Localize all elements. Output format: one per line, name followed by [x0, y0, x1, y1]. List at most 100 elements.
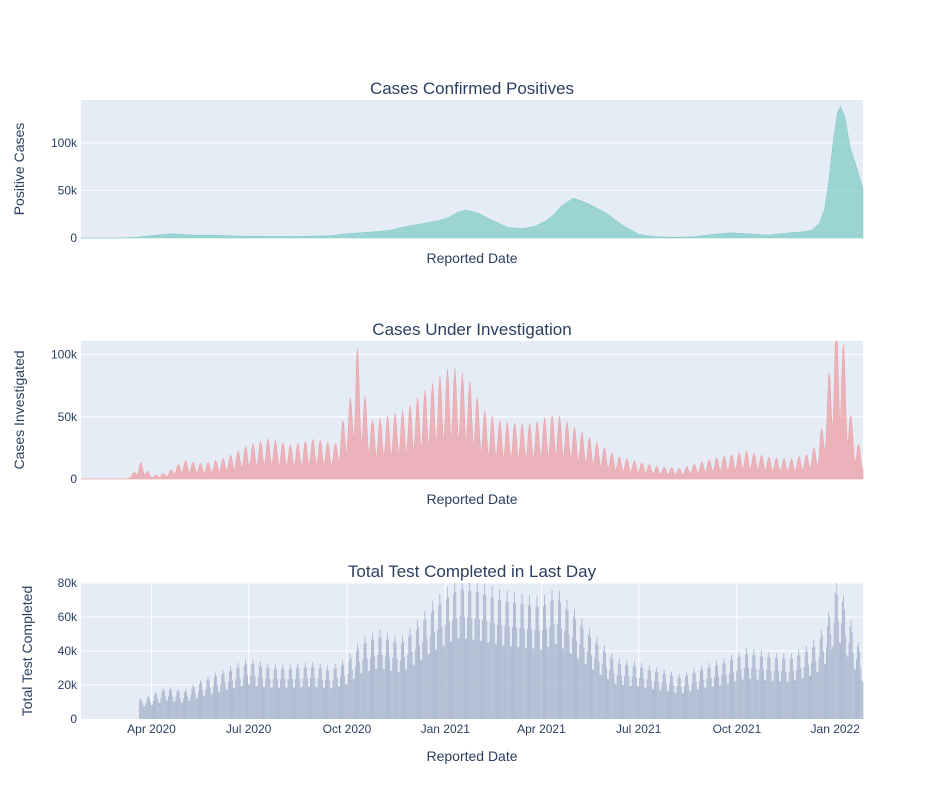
bar: [290, 668, 292, 719]
bar: [247, 675, 248, 719]
bar: [795, 680, 796, 719]
bar: [809, 675, 810, 719]
bar: [152, 704, 153, 719]
bar: [793, 670, 794, 719]
bar: [819, 639, 821, 719]
bar: [268, 668, 270, 719]
y-tick-label: 100k: [51, 136, 78, 150]
bar: [208, 679, 210, 719]
x-tick-label: Oct 2020: [323, 722, 372, 736]
bar: [801, 678, 803, 719]
bar: [626, 659, 628, 719]
bar: [715, 665, 716, 719]
bar: [677, 677, 679, 719]
chart-panel-3: 0 20k 40k 60k 80k Apr 2020 Jul 2020 Oct 2020 Jan…: [19, 562, 864, 764]
bar: [450, 642, 451, 719]
bar: [730, 660, 731, 719]
bar: [242, 676, 244, 719]
bar: [674, 692, 676, 719]
bar: [317, 678, 319, 719]
bar: [607, 678, 608, 719]
bar: [490, 597, 492, 719]
bar: [700, 670, 701, 719]
bar: [187, 696, 189, 719]
bar: [824, 664, 825, 719]
bar: [782, 658, 784, 719]
bar: [254, 676, 256, 719]
bar: [753, 649, 755, 719]
bar: [217, 685, 219, 719]
bar: [736, 670, 738, 719]
bar: [248, 684, 249, 719]
bar: [378, 637, 380, 719]
bar: [750, 678, 752, 719]
bar: [410, 634, 412, 719]
bar: [460, 589, 462, 719]
bar: [219, 691, 221, 719]
bar: [191, 688, 193, 719]
bar: [530, 605, 532, 719]
bar: [549, 626, 551, 719]
y-tick-label: 50k: [58, 410, 78, 424]
bar: [574, 608, 575, 719]
bar: [613, 673, 615, 719]
bar: [561, 628, 562, 719]
bar: [422, 642, 424, 719]
bar: [415, 629, 417, 719]
bar: [535, 606, 537, 719]
bar: [373, 639, 374, 719]
x-axis-title: Reported Date: [426, 491, 517, 507]
bar: [441, 627, 443, 719]
x-tick-label: Apr 2020: [127, 722, 176, 736]
bar: [305, 667, 307, 719]
bar: [367, 671, 369, 719]
bar: [576, 641, 577, 719]
bar: [150, 705, 152, 719]
bar: [227, 681, 229, 719]
bar: [470, 591, 472, 719]
bar: [364, 636, 366, 719]
bar: [703, 679, 705, 719]
bar: [336, 678, 338, 719]
bar: [283, 668, 285, 719]
bar: [696, 689, 698, 719]
bar: [584, 663, 586, 719]
bar: [256, 685, 258, 719]
bar: [431, 601, 433, 719]
bar: [516, 627, 518, 719]
bar: [689, 691, 691, 719]
bar: [558, 600, 559, 719]
bar: [277, 679, 278, 719]
bar: [825, 663, 826, 719]
bar: [629, 685, 631, 719]
bar: [147, 695, 149, 719]
bar: [259, 661, 261, 719]
bar: [640, 667, 642, 719]
bar: [237, 662, 239, 719]
bar: [310, 678, 311, 719]
bar: [346, 684, 348, 719]
bar: [523, 628, 525, 719]
bar: [383, 668, 385, 719]
y-axis-title: Total Test Completed: [19, 586, 35, 716]
bar: [595, 643, 597, 719]
bar: [673, 685, 675, 719]
bar: [465, 638, 466, 719]
bar: [582, 628, 584, 719]
bar: [389, 657, 391, 719]
bar: [631, 676, 633, 719]
bar: [783, 653, 785, 719]
bar: [609, 669, 611, 719]
bar: [343, 664, 345, 719]
bar: [285, 687, 287, 719]
chart-panel-1: 0 50k 100k Cases Confirmed Positives Reporte…: [11, 79, 864, 266]
bar: [478, 619, 480, 719]
bar: [409, 627, 411, 719]
bar: [382, 668, 384, 719]
series-marks: [81, 340, 864, 480]
bar: [858, 642, 859, 719]
bar: [446, 586, 448, 719]
bar: [246, 664, 247, 719]
bar: [194, 693, 196, 719]
bar: [568, 634, 570, 719]
